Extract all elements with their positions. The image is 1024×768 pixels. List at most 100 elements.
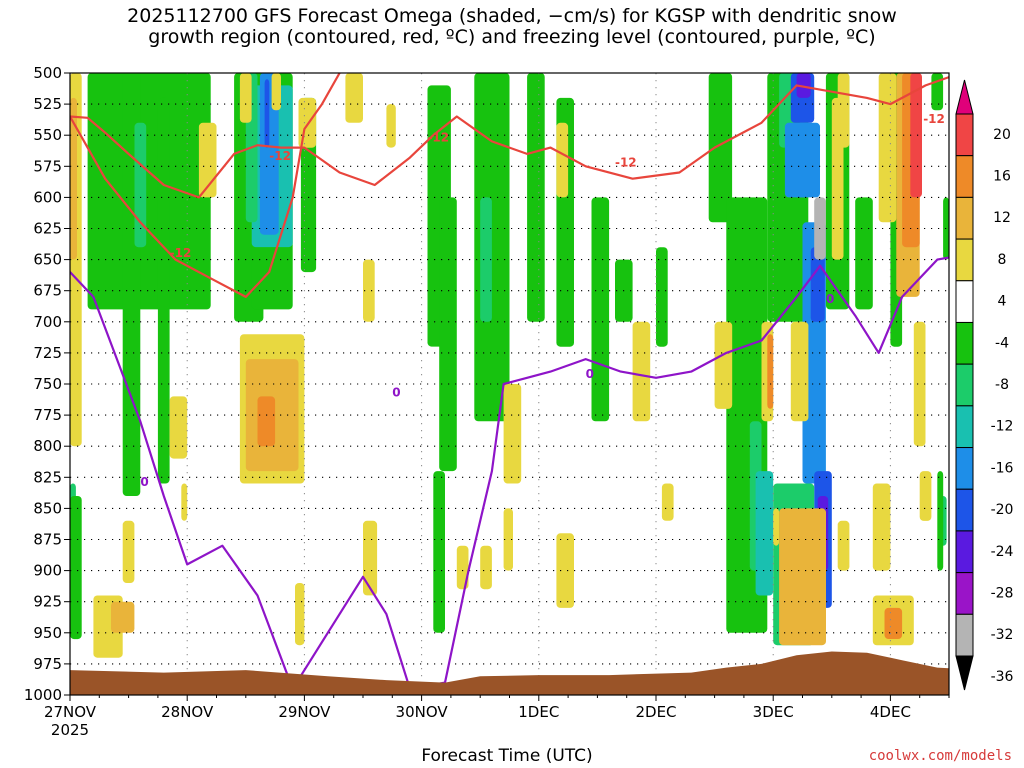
x-tick-label: 28NOV [161, 703, 214, 721]
colorbar-box [955, 488, 974, 532]
x-tick-label: 2DEC [635, 703, 676, 721]
x-tick-label: 29NOV [278, 703, 331, 721]
chart-title: 2025112700 GFS Forecast Omega (shaded, −… [127, 5, 897, 48]
colorbar-box [955, 405, 974, 449]
freezing-contour-label: 0 [586, 367, 594, 381]
y-tick-label: 725 [33, 344, 62, 362]
omega-cell [70, 496, 82, 640]
omega-cell [87, 73, 211, 310]
x-axis: 27NOV 28NOV 29NOV 30NOV 1DEC 2DEC 3DEC 4DEC 2025 [44, 695, 950, 739]
omega-cell [591, 197, 610, 422]
y-tick-label: 750 [33, 375, 62, 393]
colorbar-box [955, 113, 974, 157]
y-tick-label: 650 [33, 251, 62, 269]
colorbar-bottom-arrow [955, 655, 974, 691]
omega-cell [363, 259, 375, 322]
colorbar-box [955, 196, 974, 240]
omega-cell [773, 508, 780, 546]
y-tick-label: 775 [33, 406, 62, 424]
y-tick-label: 675 [33, 282, 62, 300]
omega-cell [656, 247, 668, 347]
grid [70, 73, 949, 695]
y-tick-label: 950 [33, 624, 62, 642]
colorbar-label: -16 [991, 460, 1014, 476]
omega-cell [345, 73, 363, 123]
y-tick-label: 825 [33, 468, 62, 486]
omega-cell [503, 384, 522, 484]
omega-cell [157, 97, 170, 484]
colorbar-label: 20 [993, 127, 1011, 143]
omega-cell [878, 73, 897, 223]
omega-cell [298, 97, 317, 148]
terrain-surface [70, 651, 949, 695]
omega-cell [837, 520, 850, 571]
dgz-contour [70, 73, 341, 298]
omega-cell [480, 545, 492, 590]
omega-cell [503, 508, 513, 571]
y-tick-label: 525 [33, 95, 62, 113]
omega-cell [239, 73, 252, 123]
omega-cell [111, 601, 135, 633]
omega-cell [796, 73, 811, 98]
y-tick-label: 975 [33, 655, 62, 673]
colorbar-label: -20 [991, 502, 1014, 518]
x-tick-label: 3DEC [753, 703, 794, 721]
omega-cell [70, 97, 77, 260]
dgz-contour-label: -12 [923, 112, 945, 126]
colorbar-box [955, 572, 974, 615]
omega-cell [271, 73, 281, 111]
omega-cell [456, 545, 469, 590]
colorbar-label: -32 [991, 627, 1014, 643]
x-tick-year: 2025 [51, 721, 89, 739]
dgz-contour-label: -12 [269, 149, 291, 163]
omega-cell [169, 396, 188, 459]
y-tick-label: 550 [33, 126, 62, 144]
colorbar-box [955, 447, 974, 490]
y-axis: 500 525 550 575 600 625 650 675 700 725 750 775 800 8… [24, 64, 70, 704]
omega-cell [386, 104, 396, 148]
omega-cell [264, 79, 270, 148]
omega-cell [779, 508, 826, 646]
x-tick-label: 30NOV [396, 703, 449, 721]
omega-cell [755, 471, 774, 596]
colorbar-label: 12 [993, 210, 1011, 226]
freezing-contour-label: 0 [392, 385, 400, 399]
y-tick-label: 1000 [24, 686, 62, 704]
omega-cell [837, 73, 850, 148]
omega-cell [295, 583, 305, 646]
omega-cell [796, 122, 820, 198]
omega-cell [527, 73, 545, 322]
y-tick-label: 800 [33, 437, 62, 455]
colorbar-label: -36 [991, 669, 1014, 685]
omega-cell [708, 73, 733, 223]
colorbar-label: -12 [991, 419, 1014, 435]
colorbar: 20 16 12 8 4 -4 -8 -12 -16 -20 -24 -28 -32 -36 [955, 79, 1014, 691]
x-tick-label: 27NOV [44, 703, 97, 721]
omega-cell [181, 483, 188, 521]
y-tick-label: 600 [33, 188, 62, 206]
colorbar-box [955, 155, 974, 198]
dgz-contour-label: -12 [615, 155, 637, 169]
omega-cell [363, 520, 378, 596]
colorbar-label: -28 [991, 585, 1014, 601]
colorbar-box [955, 613, 974, 657]
omega-cell [913, 321, 926, 447]
colorbar-top-arrow [955, 79, 974, 115]
colorbar-box [955, 238, 974, 282]
omega-cell [259, 73, 279, 235]
colorbar-label: 4 [998, 294, 1007, 310]
y-tick-label: 900 [33, 562, 62, 580]
colorbar-label: -24 [991, 544, 1014, 560]
y-tick-label: 700 [33, 313, 62, 331]
dgz-contour [70, 75, 949, 199]
y-tick-label: 875 [33, 531, 62, 549]
colorbar-box [955, 280, 974, 323]
omega-cell [884, 607, 903, 639]
credit-text: coolwx.com/models [868, 748, 1012, 764]
freezing-contour-label: 0 [140, 475, 148, 489]
dgz-contour-label: -12 [170, 246, 192, 260]
omega-cell [937, 471, 944, 571]
colorbar-box [955, 363, 974, 407]
omega-cell [855, 197, 873, 310]
omega-cell [257, 396, 276, 447]
